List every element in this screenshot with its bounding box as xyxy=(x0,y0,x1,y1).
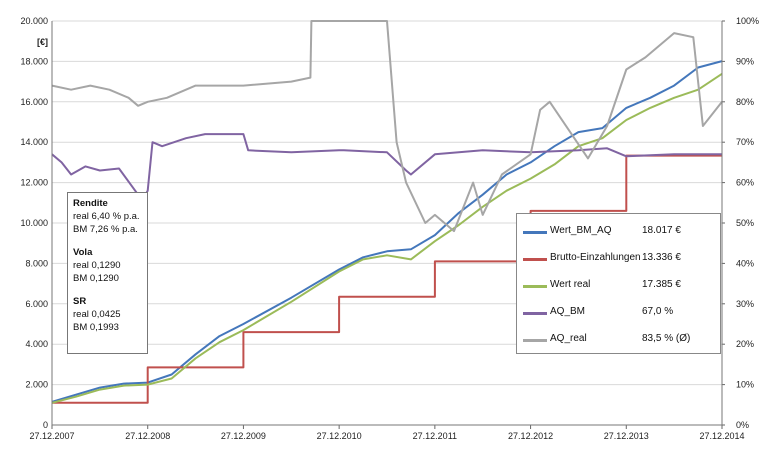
legend-item: AQ_BM 67,0 % xyxy=(517,306,722,320)
y2-tick-label: 0% xyxy=(736,420,749,430)
legend-value: 17.385 € xyxy=(642,279,681,290)
x-tick-label: 27.12.2014 xyxy=(699,431,744,441)
series-line-aq-real xyxy=(51,20,723,233)
y2-tick-label: 70% xyxy=(736,137,754,147)
legend-label: AQ_BM xyxy=(550,306,586,317)
x-tick-label: 27.12.2011 xyxy=(413,431,457,441)
legend-label: Wert_BM_AQ xyxy=(550,225,612,236)
y2-tick-label: 60% xyxy=(736,178,754,188)
x-tick-label: 27.12.2007 xyxy=(29,431,74,441)
y-tick-label: 6.000 xyxy=(25,299,48,309)
legend-swatch xyxy=(523,231,547,234)
series-line-brutto-einzahlungen xyxy=(52,154,722,404)
y2-tick-label: 50% xyxy=(736,218,754,228)
y2-tick-label: 40% xyxy=(736,258,754,268)
stats-sr-heading: SR xyxy=(73,296,87,307)
y-tick-label: 0 xyxy=(43,420,48,430)
legend-label: Wert real xyxy=(550,279,591,290)
axes: 0 2.000 4.000 6.000 8.000 10.000 12.000 14.000 1… xyxy=(20,16,759,441)
y2-tick-label: 100% xyxy=(736,16,759,26)
stats-vola-heading: Vola xyxy=(73,247,93,258)
legend-swatch xyxy=(523,339,547,342)
legend-item: AQ_real 83,5 % (Ø) xyxy=(517,333,722,347)
stats-vola-bm: BM 0,1290 xyxy=(73,273,119,284)
series-line-wert-real xyxy=(51,72,723,404)
y2-tick-label: 30% xyxy=(736,299,754,309)
y-tick-label: 12.000 xyxy=(20,178,48,188)
stats-rendite-bm: BM 7,26 % p.a. xyxy=(73,224,138,235)
y2-tick-label: 20% xyxy=(736,339,754,349)
legend-value: 67,0 % xyxy=(642,306,674,317)
legend-swatch xyxy=(523,258,547,261)
x-tick-label: 27.12.2010 xyxy=(317,431,362,441)
stats-sr-real: real 0,0425 xyxy=(73,309,121,320)
y-tick-label: 2.000 xyxy=(25,380,48,390)
stats-rendite-real: real 6,40 % p.a. xyxy=(73,211,140,222)
y2-tick-label: 90% xyxy=(736,56,754,66)
y-tick-label: 8.000 xyxy=(25,258,48,268)
legend-item: Wert real 17.385 € xyxy=(517,279,722,293)
x-tick-label: 27.12.2009 xyxy=(221,431,266,441)
legend-value: 18.017 € xyxy=(642,225,681,236)
y-tick-label: 18.000 xyxy=(20,56,48,66)
legend-value: 13.336 € xyxy=(642,252,681,263)
stats-vola-real: real 0,1290 xyxy=(73,260,121,271)
x-tick-label: 27.12.2008 xyxy=(125,431,170,441)
stats-sr-bm: BM 0,1993 xyxy=(73,322,119,333)
y-tick-label: 20.000 xyxy=(20,16,48,26)
y-axis-label: [€] xyxy=(37,37,48,47)
legend-item: Wert_BM_AQ 18.017 € xyxy=(517,225,722,239)
series-line-wert-bm-aq xyxy=(51,60,723,403)
legend-swatch xyxy=(523,312,547,315)
y-tick-label: 10.000 xyxy=(20,218,48,228)
legend-label: Brutto-Einzahlungen xyxy=(550,252,641,263)
y-tick-label: 4.000 xyxy=(25,339,48,349)
x-tick-label: 27.12.2012 xyxy=(508,431,553,441)
series-line-aq-bm xyxy=(51,133,722,200)
gridlines xyxy=(52,20,722,426)
stats-rendite-heading: Rendite xyxy=(73,198,108,209)
x-tick-label: 27.12.2013 xyxy=(604,431,649,441)
legend-item: Brutto-Einzahlungen 13.336 € xyxy=(517,252,722,266)
y2-tick-label: 10% xyxy=(736,380,754,390)
y-tick-label: 16.000 xyxy=(20,97,48,107)
legend-label: AQ_real xyxy=(550,333,587,344)
series-layer xyxy=(51,20,723,404)
legend-value: 83,5 % (Ø) xyxy=(642,333,691,344)
stats-box: Rendite real 6,40 % p.a. BM 7,26 % p.a. … xyxy=(67,192,148,354)
legend: Wert_BM_AQ 18.017 € Brutto-Einzahlungen 13.… xyxy=(516,213,721,354)
legend-swatch xyxy=(523,285,547,288)
y-tick-label: 14.000 xyxy=(20,137,48,147)
y2-tick-label: 80% xyxy=(736,97,754,107)
